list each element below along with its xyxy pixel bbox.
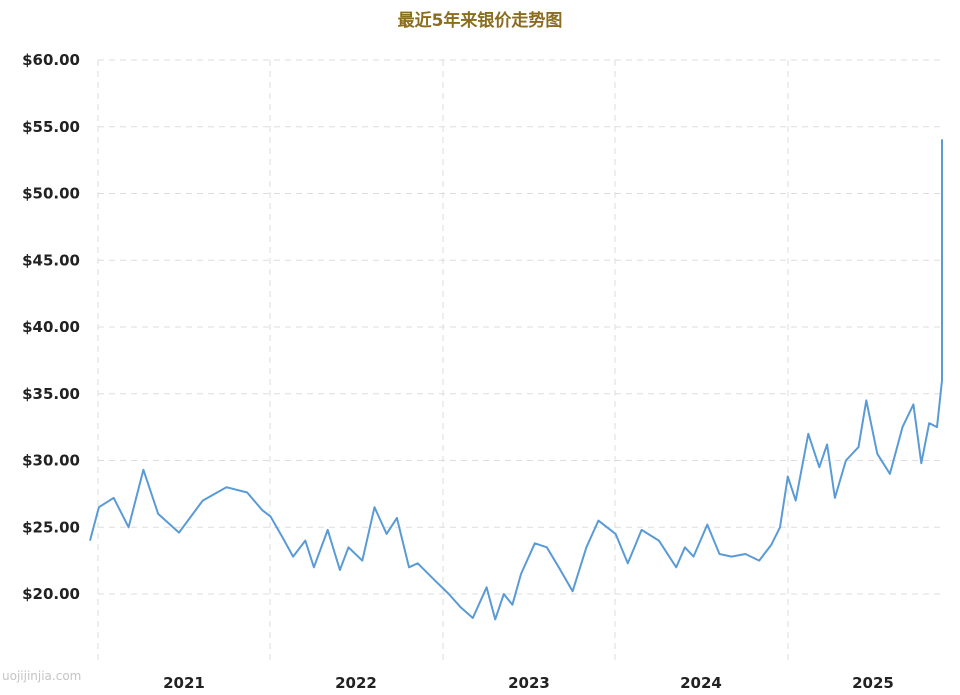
y-tick-label: $40.00	[22, 318, 80, 336]
y-tick-label: $60.00	[22, 51, 80, 69]
x-axis-ticks: 2021 2022 2023 2024 2025	[163, 674, 894, 692]
y-tick-label: $20.00	[22, 585, 80, 603]
chart-title: 最近5年来银价走势图	[397, 11, 563, 31]
x-tick-label: 2023	[508, 674, 550, 692]
y-tick-label: $35.00	[22, 385, 80, 403]
y-tick-label: $25.00	[22, 518, 80, 536]
y-axis-ticks: $20.00 $25.00 $30.00 $35.00 $40.00 $45.00 $50.…	[22, 51, 80, 603]
watermark-text: uojijinjia.com	[2, 669, 81, 683]
x-tick-label: 2021	[163, 674, 205, 692]
y-tick-label: $55.00	[22, 118, 80, 136]
y-tick-label: $50.00	[22, 185, 80, 203]
grid-layer	[97, 59, 945, 660]
x-tick-label: 2025	[852, 674, 894, 692]
y-tick-label: $30.00	[22, 452, 80, 470]
series-line	[89, 139, 943, 621]
y-tick-label: $45.00	[22, 251, 80, 269]
x-tick-label: 2024	[680, 674, 722, 692]
x-tick-label: 2022	[335, 674, 377, 692]
